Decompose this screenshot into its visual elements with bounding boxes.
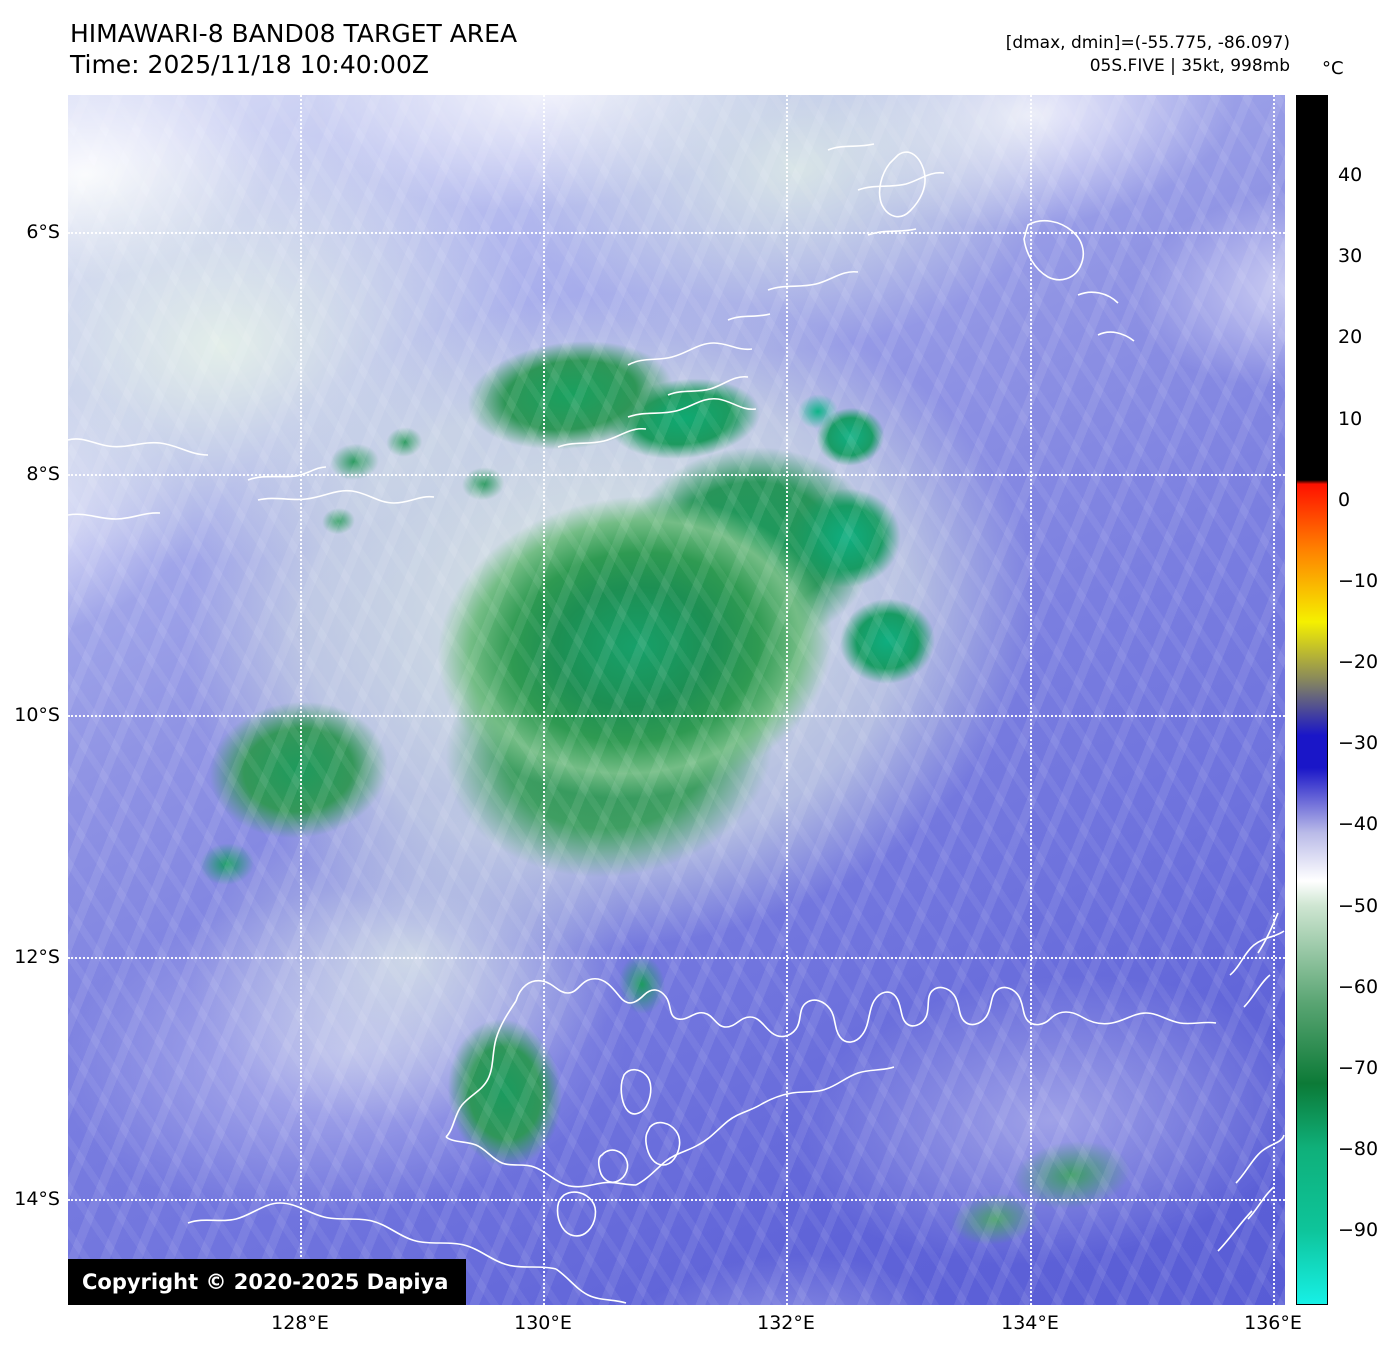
gridline-lat-14s	[68, 1199, 1285, 1201]
gridline-lon-128	[300, 95, 302, 1305]
cbtick-m10: −10	[1338, 570, 1379, 592]
ytick-10s: 10°S	[14, 704, 60, 726]
cbtick-20: 20	[1338, 326, 1363, 348]
cbtick-m50: −50	[1338, 895, 1379, 917]
gridline-lat-12s	[68, 957, 1285, 959]
gridline-lon-134	[1030, 95, 1032, 1305]
gridline-lon-136	[1273, 95, 1275, 1305]
cbtick-m20: −20	[1338, 651, 1379, 673]
gridline-lon-132	[786, 95, 788, 1305]
cbtick-40: 40	[1338, 164, 1363, 186]
timestamp-line: Time: 2025/11/18 10:40:00Z	[70, 50, 429, 79]
cbtick-m60: −60	[1338, 976, 1379, 998]
temperature-colorbar[interactable]	[1296, 95, 1328, 1305]
title-block: HIMAWARI-8 BAND08 TARGET AREA Time: 2025…	[70, 18, 517, 80]
ytick-8s: 8°S	[26, 463, 60, 485]
cbtick-30: 30	[1338, 245, 1363, 267]
ytick-12s: 12°S	[14, 946, 60, 968]
colorbar-gradient	[1297, 96, 1327, 1304]
cbtick-0: 0	[1338, 489, 1351, 511]
satellite-image-panel[interactable]: Copyright © 2020-2025 Dapiya	[68, 95, 1285, 1305]
metadata-block: [dmax, dmin]=(-55.775, -86.097) 05S.FIVE…	[1006, 32, 1290, 78]
ytick-6s: 6°S	[26, 221, 60, 243]
xtick-128e: 128°E	[271, 1312, 329, 1334]
gridline-lat-10s	[68, 715, 1285, 717]
cbtick-m80: −80	[1338, 1138, 1379, 1160]
gridline-lat-8s	[68, 474, 1285, 476]
copyright-notice: Copyright © 2020-2025 Dapiya	[68, 1259, 467, 1305]
xtick-136e: 136°E	[1244, 1312, 1302, 1334]
cbtick-m40: −40	[1338, 813, 1379, 835]
cbtick-m70: −70	[1338, 1057, 1379, 1079]
coastline-overlay	[68, 143, 1285, 1304]
xtick-134e: 134°E	[1001, 1312, 1059, 1334]
cbtick-10: 10	[1338, 408, 1363, 430]
gridline-lon-130	[543, 95, 545, 1305]
xtick-130e: 130°E	[514, 1312, 572, 1334]
ytick-14s: 14°S	[14, 1188, 60, 1210]
xtick-132e: 132°E	[757, 1312, 815, 1334]
page-title: HIMAWARI-8 BAND08 TARGET AREA	[70, 19, 518, 48]
cbtick-m30: −30	[1338, 732, 1379, 754]
colorbar-unit-label: °C	[1322, 58, 1344, 79]
gridline-lat-6s	[68, 232, 1285, 234]
storm-info-text: 05S.FIVE | 35kt, 998mb	[1089, 56, 1290, 76]
cbtick-m90: −90	[1338, 1219, 1379, 1241]
data-range-text: [dmax, dmin]=(-55.775, -86.097)	[1005, 33, 1290, 53]
